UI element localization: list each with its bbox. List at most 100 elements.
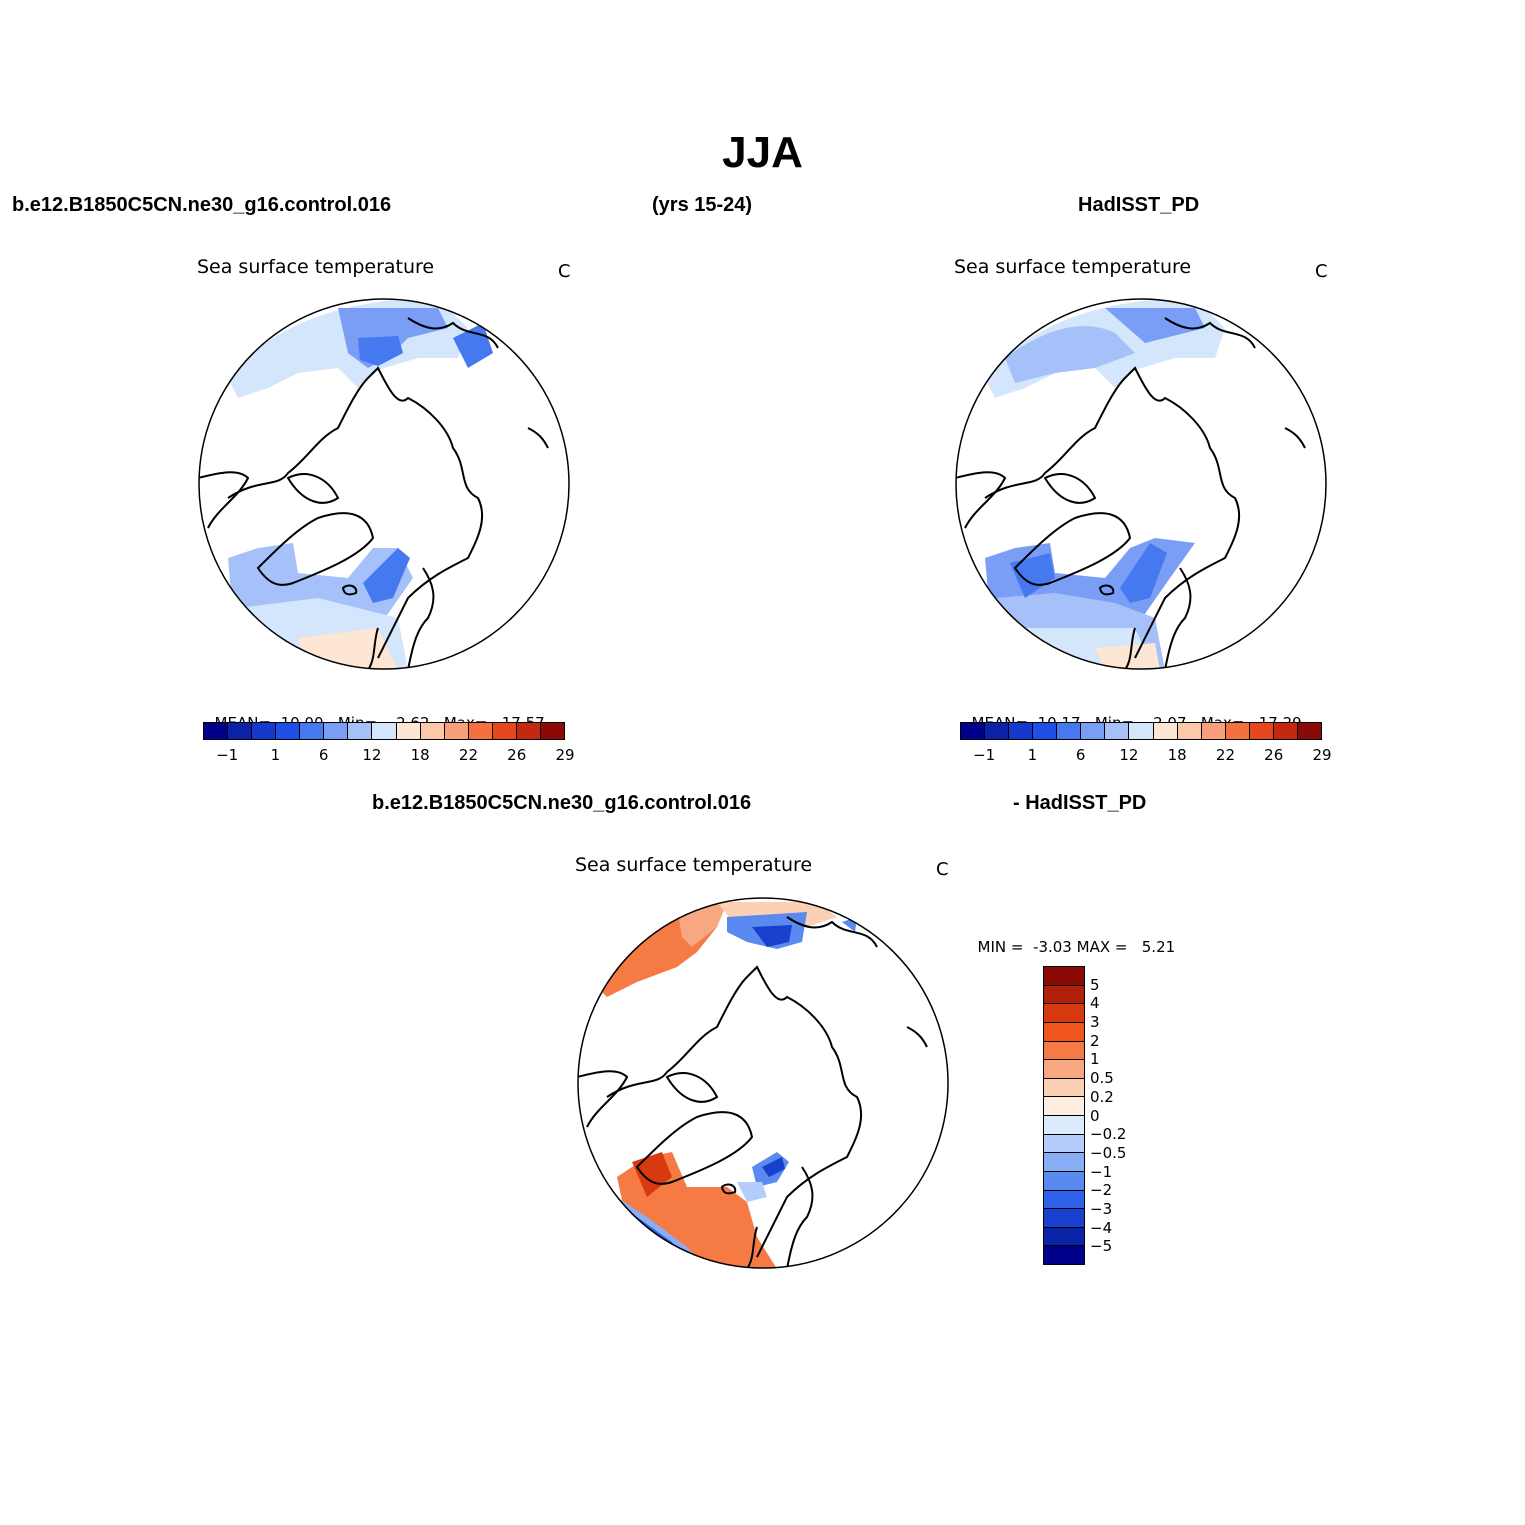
obs-atlantic-sst-warmest xyxy=(1095,643,1160,669)
diff-colorbar-label: −4 xyxy=(1090,1218,1113,1237)
obs-colorbar-swatch xyxy=(1153,723,1178,739)
diff-colorbar-swatch xyxy=(1044,1227,1084,1247)
diff-colorbar-label: −0.5 xyxy=(1090,1143,1127,1162)
diff-colorbar-label: −2 xyxy=(1090,1181,1113,1200)
diff-colorbar-label: 2 xyxy=(1090,1031,1100,1050)
obs-norwegian-sst xyxy=(1120,543,1167,603)
model-units: C xyxy=(558,261,571,282)
diff-subtitle: Sea surface temperature xyxy=(575,854,813,876)
model-colorbar-swatch xyxy=(252,723,277,739)
diff-colorbar-label: −5 xyxy=(1090,1237,1113,1256)
diff-obs-header: - HadISST_PD xyxy=(1013,792,1147,814)
diff-colorbar-label: 4 xyxy=(1090,994,1100,1013)
model-norwegian-sst xyxy=(363,548,410,603)
diff-colorbar xyxy=(1043,966,1085,1265)
diff-max-label: MAX = xyxy=(1076,938,1128,956)
diff-bering-coldest xyxy=(752,925,792,947)
obs-colorbar-label: 29 xyxy=(1312,746,1332,764)
model-colorbar-label: 12 xyxy=(362,746,382,764)
model-colorbar-swatch xyxy=(540,723,564,739)
model-case-header: b.e12.B1850C5CN.ne30_g16.control.016 xyxy=(12,194,392,216)
model-colorbar-swatch xyxy=(324,723,349,739)
diff-min-value: -3.03 xyxy=(1033,938,1072,956)
diff-colorbar-swatch xyxy=(1044,1060,1084,1079)
model-polar-map xyxy=(198,298,570,670)
years-header: (yrs 15-24) xyxy=(652,194,753,216)
model-colorbar-label: 26 xyxy=(507,746,527,764)
diff-colorbar-label: 0 xyxy=(1090,1106,1100,1125)
diff-max-value: 5.21 xyxy=(1141,938,1176,956)
model-colorbar-swatch xyxy=(300,723,325,739)
diff-colorbar-swatch xyxy=(1044,1116,1084,1135)
obs-colorbar-swatch xyxy=(985,723,1010,739)
model-colorbar-label: 1 xyxy=(270,746,281,764)
diff-colorbar-swatch xyxy=(1044,1134,1084,1154)
model-colorbar-swatch xyxy=(492,723,517,739)
model-colorbar-swatch xyxy=(516,723,541,739)
obs-colorbar-label: 12 xyxy=(1119,746,1139,764)
obs-colorbar-swatch xyxy=(1057,723,1082,739)
diff-units: C xyxy=(936,859,949,880)
model-colorbar-swatch xyxy=(396,723,421,739)
diff-colorbar-swatch xyxy=(1044,1209,1084,1228)
model-colorbar-label: 29 xyxy=(555,746,575,764)
diff-polar-map xyxy=(577,897,949,1269)
obs-header: HadISST_PD xyxy=(1078,194,1200,216)
diff-colorbar-label: −0.2 xyxy=(1090,1125,1127,1144)
obs-colorbar-swatch xyxy=(1129,723,1154,739)
diff-colorbar-labels: 5 4 3 2 1 0.5 0.2 0 −0.2 −0.5 −1 −2 −3 −4 −5 xyxy=(1090,966,1170,1265)
model-colorbar-swatch xyxy=(468,723,493,739)
diff-colorbar-swatch xyxy=(1044,985,1084,1005)
model-pacific-sst-coldest xyxy=(358,336,403,366)
obs-colorbar-swatch xyxy=(1249,723,1274,739)
obs-colorbar-swatch xyxy=(1273,723,1298,739)
figure-title: JJA xyxy=(722,128,803,177)
obs-colorbar-swatch xyxy=(1009,723,1034,739)
diff-colorbar-label: −1 xyxy=(1090,1162,1113,1181)
diff-colorbar-swatch xyxy=(1044,1078,1084,1098)
obs-greenland-sst xyxy=(1010,553,1055,598)
model-colorbar-labels: −1 1 6 12 18 22 26 29 xyxy=(203,746,574,766)
diff-colorbar-label: 3 xyxy=(1090,1013,1100,1032)
diff-norwegian-cold-core xyxy=(762,1157,785,1177)
obs-colorbar xyxy=(960,722,1322,740)
obs-colorbar-swatch xyxy=(1081,723,1106,739)
diff-colorbar-swatch xyxy=(1044,1190,1084,1210)
diff-colorbar-label: −3 xyxy=(1090,1199,1113,1218)
obs-colorbar-swatch xyxy=(1033,723,1058,739)
model-colorbar-swatch xyxy=(444,723,469,739)
obs-colorbar-label: 1 xyxy=(1027,746,1038,764)
diff-colorbar-swatch xyxy=(1044,1171,1084,1191)
obs-units: C xyxy=(1315,261,1328,282)
diff-norwegian-neutral xyxy=(737,1182,767,1202)
model-subtitle: Sea surface temperature xyxy=(197,256,435,278)
obs-colorbar-label: −1 xyxy=(973,746,996,764)
diff-model-header: b.e12.B1850C5CN.ne30_g16.control.016 xyxy=(372,792,752,814)
model-colorbar-label: 6 xyxy=(318,746,329,764)
diff-colorbar-label: 0.5 xyxy=(1090,1069,1114,1088)
obs-colorbar-labels: −1 1 6 12 18 22 26 29 xyxy=(960,746,1331,766)
model-colorbar-swatch xyxy=(372,723,397,739)
diff-colorbar-label: 0.2 xyxy=(1090,1087,1114,1106)
obs-colorbar-swatch xyxy=(1225,723,1250,739)
diff-colorbar-swatch xyxy=(1044,1004,1084,1023)
obs-colorbar-swatch xyxy=(1105,723,1130,739)
model-colorbar-swatch xyxy=(204,723,229,739)
obs-pacific-sst-cold xyxy=(1005,326,1135,383)
obs-colorbar-swatch xyxy=(1297,723,1321,739)
obs-polar-map xyxy=(955,298,1327,670)
obs-subtitle: Sea surface temperature xyxy=(954,256,1192,278)
diff-colorbar-swatch xyxy=(1044,967,1084,986)
diff-colorbar-swatch xyxy=(1044,1246,1084,1264)
diff-colorbar-label: 1 xyxy=(1090,1050,1100,1069)
obs-colorbar-label: 26 xyxy=(1264,746,1284,764)
obs-colorbar-swatch xyxy=(1177,723,1202,739)
obs-pacific-sst-coldest xyxy=(1105,308,1205,343)
obs-colorbar-label: 22 xyxy=(1215,746,1235,764)
model-colorbar-swatch xyxy=(348,723,373,739)
diff-colorbar-swatch xyxy=(1044,1153,1084,1172)
obs-colorbar-label: 18 xyxy=(1167,746,1187,764)
model-colorbar-label: 22 xyxy=(458,746,478,764)
model-colorbar-label: 18 xyxy=(410,746,430,764)
model-colorbar-swatch xyxy=(276,723,301,739)
